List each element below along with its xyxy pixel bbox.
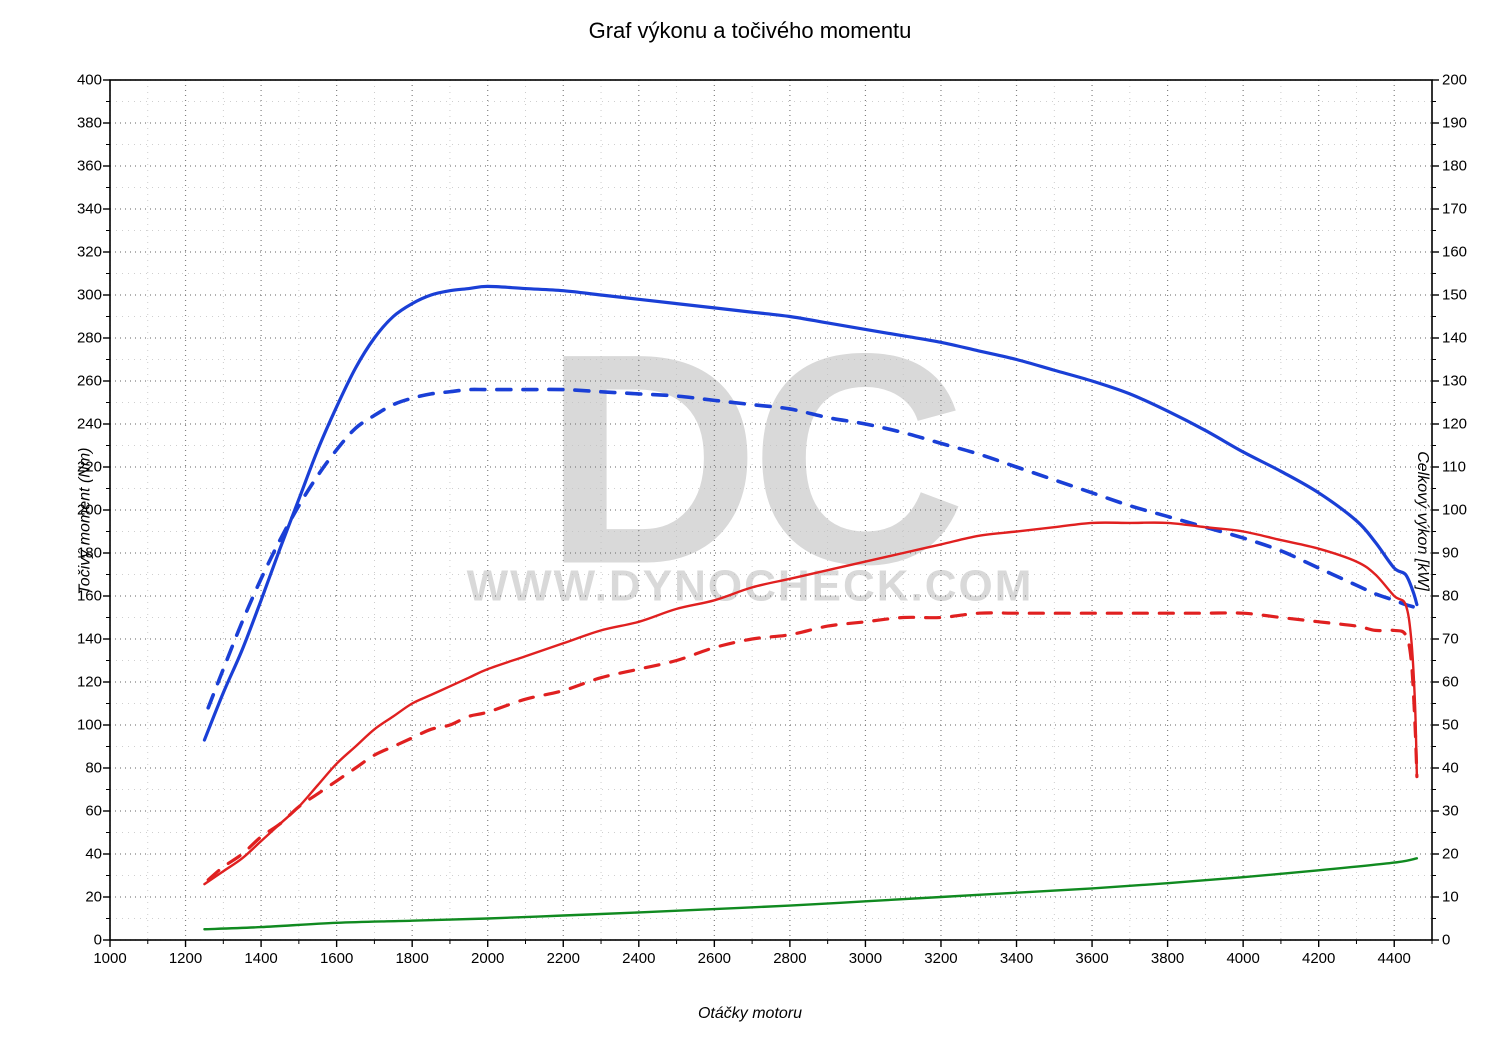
y-right-tick: 0 [1442,932,1490,949]
y-left-tick: 180 [54,545,102,562]
y-right-tick: 20 [1442,846,1490,863]
x-tick: 1000 [80,950,140,967]
x-tick: 1600 [307,950,367,967]
x-tick: 1800 [382,950,442,967]
x-tick: 4400 [1364,950,1424,967]
y-left-tick: 0 [54,932,102,949]
x-tick: 3000 [835,950,895,967]
y-left-tick: 200 [54,502,102,519]
y-right-tick: 80 [1442,588,1490,605]
x-tick: 2600 [684,950,744,967]
y-right-tick: 70 [1442,631,1490,648]
y-right-tick: 40 [1442,760,1490,777]
y-left-tick: 140 [54,631,102,648]
y-left-tick: 120 [54,674,102,691]
y-right-tick: 110 [1442,459,1490,476]
y-left-tick: 340 [54,201,102,218]
x-tick: 3200 [911,950,971,967]
y-right-tick: 160 [1442,244,1490,261]
x-tick: 4000 [1213,950,1273,967]
y-right-tick: 200 [1442,72,1490,89]
y-left-tick: 280 [54,330,102,347]
x-tick: 1200 [156,950,216,967]
y-right-tick: 50 [1442,717,1490,734]
y-left-tick: 100 [54,717,102,734]
y-left-tick: 60 [54,803,102,820]
y-left-tick: 320 [54,244,102,261]
x-tick: 3600 [1062,950,1122,967]
y-left-tick: 240 [54,416,102,433]
y-left-tick: 260 [54,373,102,390]
x-tick: 2800 [760,950,820,967]
y-left-tick: 20 [54,889,102,906]
y-right-tick: 90 [1442,545,1490,562]
y-left-tick: 300 [54,287,102,304]
x-tick: 3800 [1138,950,1198,967]
x-tick: 4200 [1289,950,1349,967]
y-right-tick: 10 [1442,889,1490,906]
series-torque_tuned [204,286,1416,740]
x-tick: 1400 [231,950,291,967]
y-right-tick: 170 [1442,201,1490,218]
x-tick: 2000 [458,950,518,967]
y-right-tick: 120 [1442,416,1490,433]
y-right-tick: 140 [1442,330,1490,347]
y-right-tick: 30 [1442,803,1490,820]
y-left-tick: 40 [54,846,102,863]
y-right-tick: 130 [1442,373,1490,390]
dyno-chart: Graf výkonu a točivého momentu Točivý mo… [0,0,1500,1041]
y-left-tick: 80 [54,760,102,777]
x-tick: 3400 [987,950,1047,967]
y-right-tick: 150 [1442,287,1490,304]
y-right-tick: 60 [1442,674,1490,691]
y-left-tick: 160 [54,588,102,605]
series-torque_stock [208,389,1413,707]
x-tick: 2400 [609,950,669,967]
y-left-tick: 360 [54,158,102,175]
y-left-tick: 380 [54,115,102,132]
y-left-tick: 400 [54,72,102,89]
y-left-tick: 220 [54,459,102,476]
plot-svg [0,0,1500,1041]
y-right-tick: 100 [1442,502,1490,519]
y-right-tick: 180 [1442,158,1490,175]
y-right-tick: 190 [1442,115,1490,132]
x-tick: 2200 [533,950,593,967]
